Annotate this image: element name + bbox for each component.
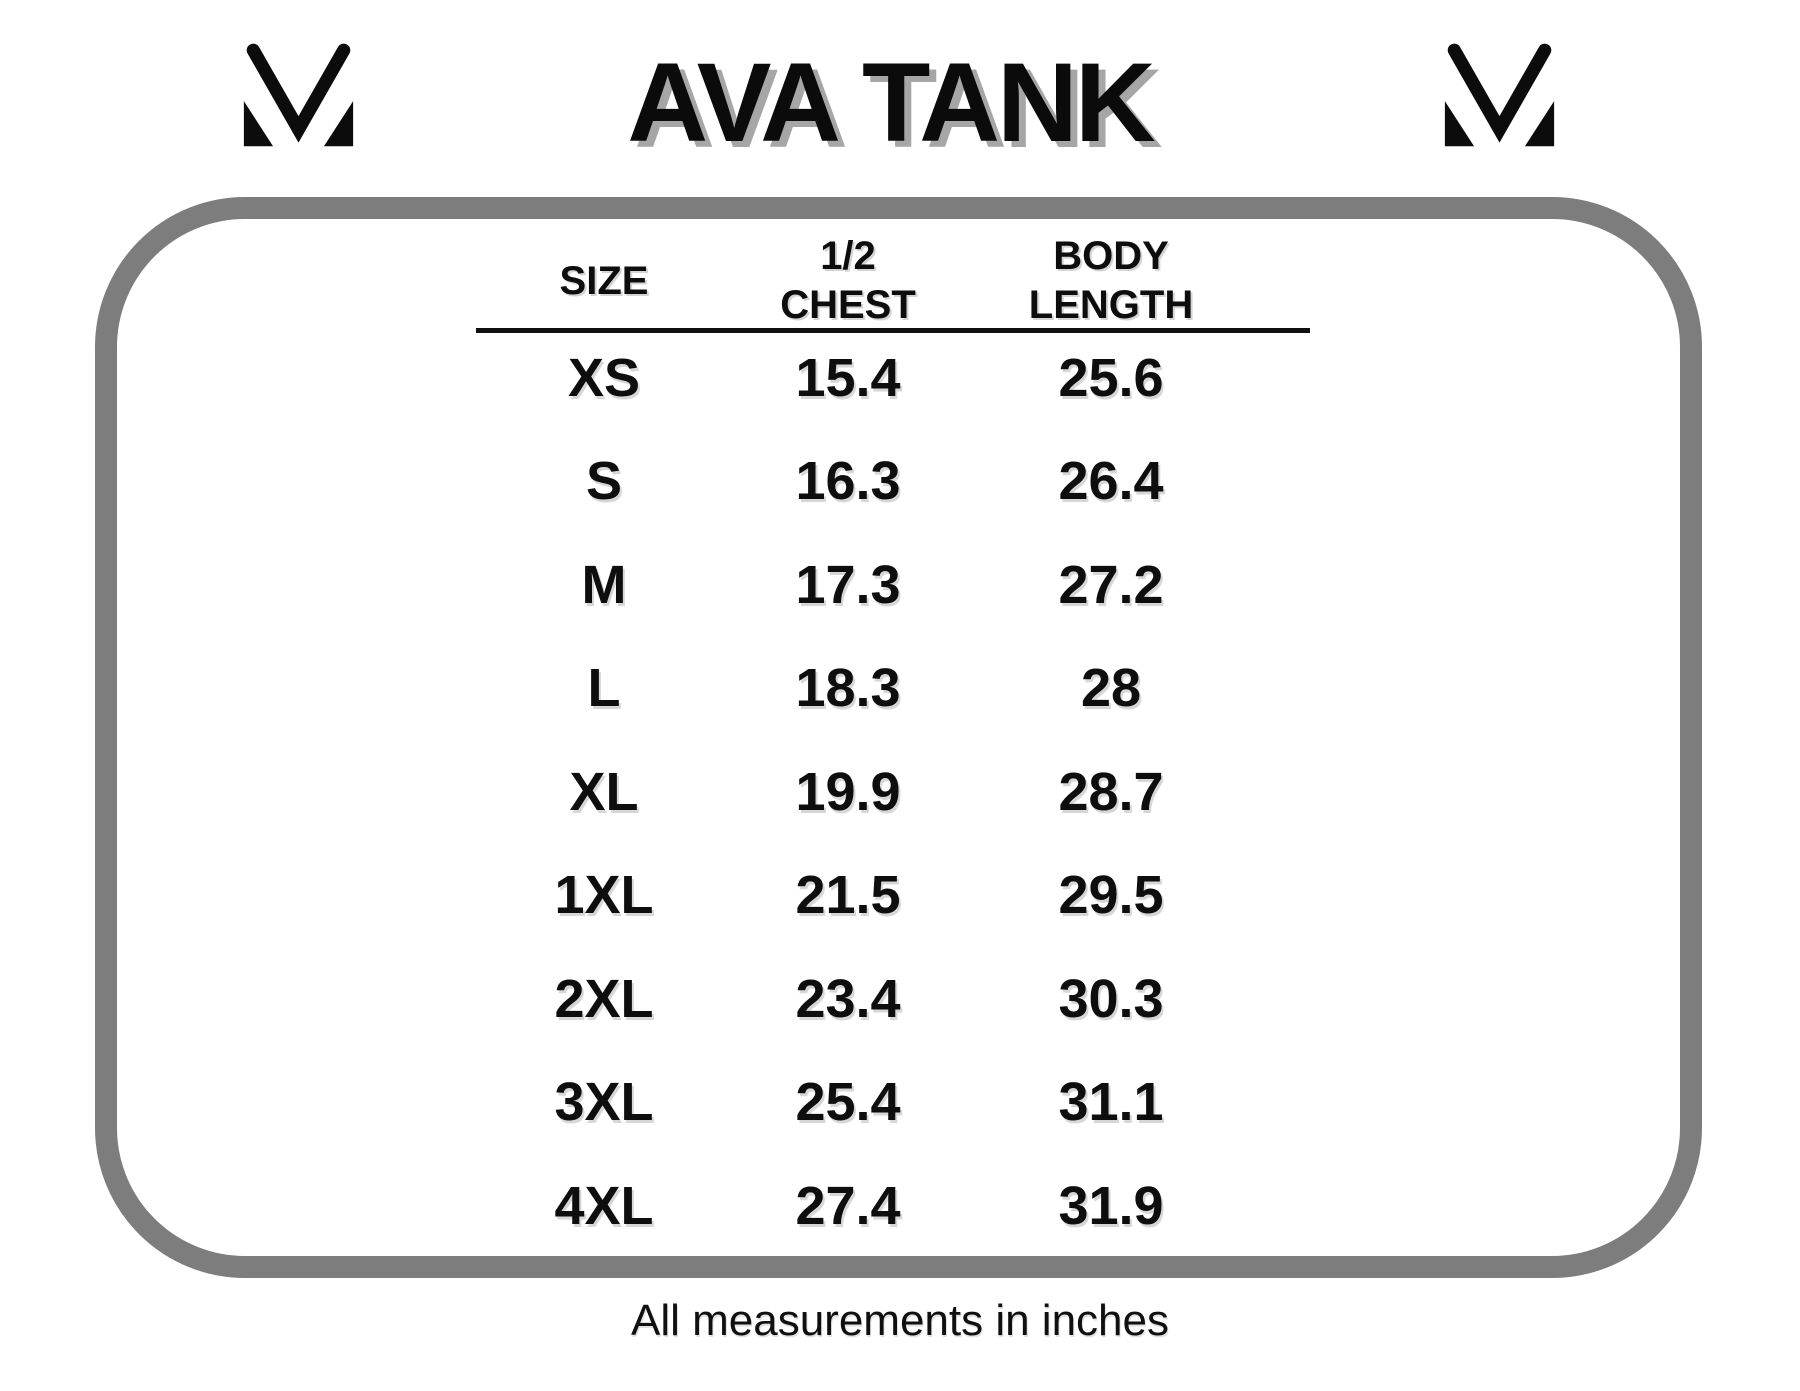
table-row: S 16.3 26.4 (460, 430, 1274, 534)
cell-half-chest: 19.9 (795, 761, 901, 822)
cell-body-length: 28 (1080, 658, 1142, 719)
table-row: XL 19.9 28.7 (460, 740, 1274, 844)
table-row: M 17.3 27.2 (460, 533, 1274, 637)
page-title: AVA TANK (627, 40, 1156, 165)
cell-size: XS (567, 347, 641, 408)
table-row: L 18.3 28 (460, 637, 1274, 741)
cell-half-chest: 18.3 (795, 658, 901, 719)
cell-size: 4XL (554, 1175, 654, 1236)
rounded-frame (95, 197, 1702, 1278)
cell-body-length: 31.9 (1058, 1175, 1164, 1236)
measurements-footnote: All measurements in inches (630, 1296, 1169, 1345)
cell-half-chest: 17.3 (795, 554, 901, 615)
cell-body-length: 29.5 (1058, 865, 1164, 926)
cell-half-chest: 16.3 (795, 451, 901, 512)
cell-body-length: 28.7 (1058, 761, 1164, 822)
column-header-size: SIZE (559, 258, 649, 303)
cell-body-length: 27.2 (1058, 554, 1164, 615)
cell-size: 1XL (554, 865, 654, 926)
cell-half-chest: 25.4 (795, 1072, 901, 1133)
cell-size: L (587, 658, 621, 719)
cell-size: S (585, 451, 623, 512)
cell-size: 2XL (554, 968, 654, 1029)
cell-half-chest: 27.4 (795, 1175, 901, 1236)
cell-body-length: 25.6 (1058, 347, 1164, 408)
table-row: 4XL 27.4 31.9 (460, 1154, 1274, 1258)
size-table-body: XS 15.4 25.6 S 16.3 26.4 M 17.3 27.2 L 18.3 28 XL 19.… (460, 326, 1274, 1258)
table-row: XS 15.4 25.6 (460, 326, 1274, 430)
table-row: 2XL 23.4 30.3 (460, 947, 1274, 1051)
column-header-half-chest: 1/2 CHEST (780, 234, 916, 327)
table-row: 3XL 25.4 31.1 (460, 1051, 1274, 1155)
cell-body-length: 31.1 (1058, 1072, 1164, 1133)
column-header-body-length: BODY LENGTH (1028, 234, 1194, 327)
cell-half-chest: 21.5 (795, 865, 901, 926)
cell-body-length: 30.3 (1058, 968, 1164, 1029)
cell-size: XL (569, 761, 639, 822)
cell-body-length: 26.4 (1058, 451, 1164, 512)
size-table-header: SIZE 1/2 CHEST BODY LENGTH (460, 228, 1274, 334)
brand-monogram-icon (243, 43, 354, 147)
cell-half-chest: 15.4 (795, 347, 901, 408)
cell-size: M (581, 554, 627, 615)
brand-monogram-icon (1444, 43, 1555, 147)
table-row: 1XL 21.5 29.5 (460, 844, 1274, 948)
header-underline (476, 328, 1310, 333)
cell-size: 3XL (554, 1072, 654, 1133)
cell-half-chest: 23.4 (795, 968, 901, 1029)
